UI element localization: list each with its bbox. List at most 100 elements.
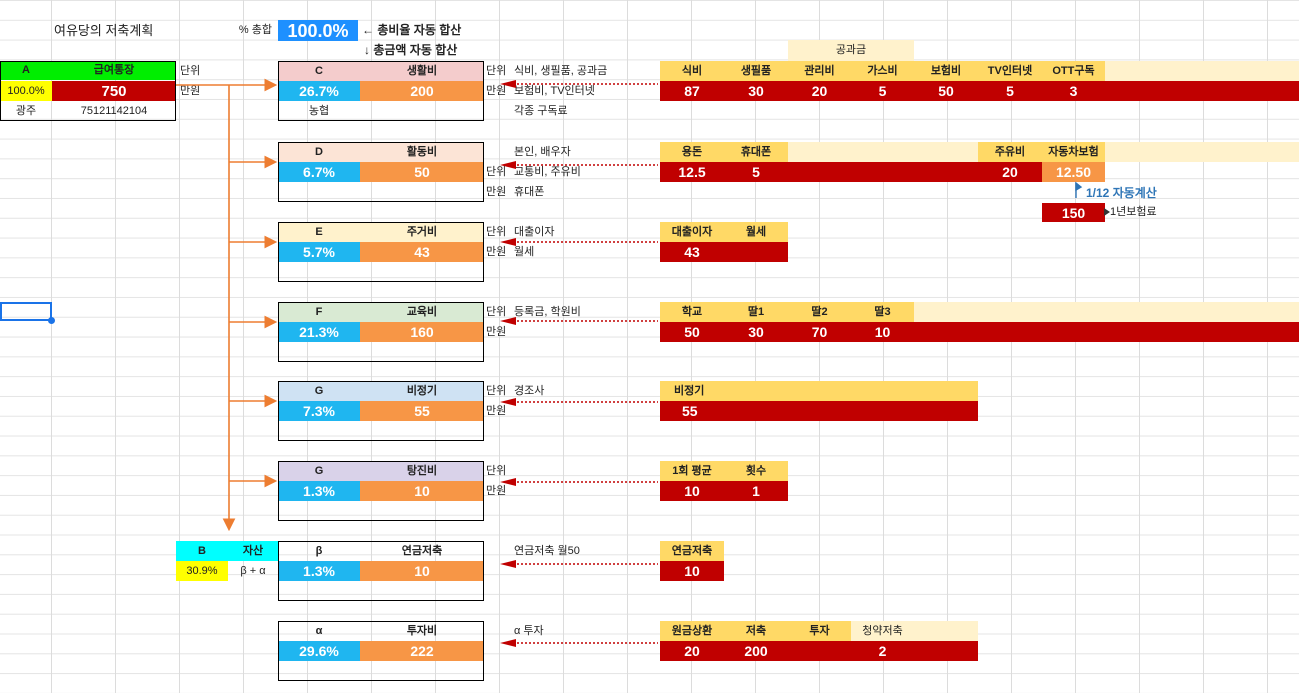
beta-value: 10 <box>660 561 724 581</box>
d-value-allowance: 12.5 <box>660 162 724 182</box>
beta-name: 연금저축 <box>401 544 443 557</box>
c-value-tv: 5 <box>978 81 1042 101</box>
c-unit-value: 만원 <box>486 84 507 97</box>
g2-percent: 1.3% <box>278 481 360 501</box>
f-header-daughter1: 딸1 <box>724 302 788 322</box>
g2-name: 탕진비 <box>360 461 484 481</box>
g2-value-average: 10 <box>660 481 724 501</box>
f-header-daughter2: 딸2 <box>788 302 851 322</box>
f-header-daughter3: 딸3 <box>851 302 914 322</box>
beta-code: β <box>315 544 323 557</box>
d-auto-calc-note: 1/12 자동계산 <box>1086 186 1157 200</box>
g1-unit-value: 만원 <box>486 404 507 417</box>
f-unit-value: 만원 <box>486 325 507 338</box>
d-percent: 6.7% <box>278 162 360 182</box>
f-value-school: 50 <box>660 322 724 342</box>
d-insurance-year: 150 <box>1042 203 1105 222</box>
c-code: C <box>278 61 360 81</box>
d-header-fuel: 주유비 <box>978 142 1042 162</box>
a-percent: 100.0% <box>0 81 52 101</box>
e-amount: 43 <box>360 242 484 262</box>
c-value-gas: 5 <box>851 81 914 101</box>
f-desc-1: 등록금, 학원비 <box>514 305 581 318</box>
c-value-ott: 3 <box>1042 81 1105 101</box>
f-value-daughter3: 10 <box>851 322 914 342</box>
d-value-fill <box>788 162 978 182</box>
alpha-desc: α 투자 <box>514 624 544 637</box>
e-value-rent <box>724 242 788 262</box>
f-header-school: 학교 <box>660 302 724 322</box>
e-header-loan: 대출이자 <box>660 222 724 242</box>
f-value-daughter1: 30 <box>724 322 788 342</box>
e-name: 주거비 <box>360 222 484 242</box>
g2-value-count: 1 <box>724 481 788 501</box>
a-bank: 광주 <box>15 104 37 117</box>
d-code: D <box>278 142 360 162</box>
f-header-fill <box>914 302 1299 322</box>
b-formula: β + α <box>240 564 266 577</box>
e-desc-1: 대출이자 <box>514 225 555 238</box>
g2-header-count: 횟수 <box>724 461 788 481</box>
c-desc-3: 각종 구독료 <box>514 104 568 117</box>
a-amount: 750 <box>52 81 176 101</box>
alpha-value-repay: 20 <box>660 641 724 661</box>
g2-code: G <box>278 461 360 481</box>
a-code: A <box>0 61 52 80</box>
c-amount: 200 <box>360 81 484 101</box>
note-amount: ↓ 총금액 자동 합산 <box>364 43 458 57</box>
e-header-rent: 월세 <box>724 222 788 242</box>
c-value-supplies: 30 <box>724 81 788 101</box>
beta-desc: 연금저축 월50 <box>514 544 580 557</box>
d-value-phone: 5 <box>724 162 788 182</box>
g1-name: 비정기 <box>360 381 484 401</box>
f-value-daughter2: 70 <box>788 322 851 342</box>
d-unit: 단위 <box>486 165 507 178</box>
alpha-header-saving: 저축 <box>724 621 788 641</box>
alpha-header-subscription: 청약저축 <box>851 621 914 641</box>
d-unit-value: 만원 <box>486 185 507 198</box>
d-desc-3: 휴대폰 <box>514 185 545 198</box>
a-account: 75121142104 <box>80 104 148 117</box>
c-bank: 농협 <box>308 104 330 117</box>
selected-cell[interactable] <box>0 302 52 321</box>
c-desc-2: 보험비, TV인터넷 <box>514 84 595 97</box>
alpha-name: 투자비 <box>406 624 438 637</box>
e-percent: 5.7% <box>278 242 360 262</box>
d-amount: 50 <box>360 162 484 182</box>
c-name: 생활비 <box>360 61 484 81</box>
beta-amount: 10 <box>360 561 484 581</box>
c-group-label: 공과금 <box>788 40 914 61</box>
e-unit-value: 만원 <box>486 245 507 258</box>
a-name: 급여통장 <box>52 61 176 80</box>
c-value-fill <box>1105 81 1299 101</box>
c-value-mgmt: 20 <box>788 81 851 101</box>
d-insurance-label: 1년보험료 <box>1110 206 1157 218</box>
alpha-value-invest <box>788 641 851 661</box>
b-percent: 30.9% <box>176 561 228 581</box>
alpha-header-fill <box>914 621 978 641</box>
g1-desc-1: 경조사 <box>514 384 545 397</box>
b-code: B <box>176 541 228 561</box>
d-header-fill <box>788 142 978 162</box>
e-value-loan: 43 <box>660 242 724 262</box>
b-name: 자산 <box>228 541 278 561</box>
alpha-header-repay: 원금상환 <box>660 621 724 641</box>
fill-handle[interactable] <box>48 317 55 324</box>
f-name: 교육비 <box>360 302 484 322</box>
g2-amount: 10 <box>360 481 484 501</box>
f-percent: 21.3% <box>278 322 360 342</box>
d-header-fill-2 <box>1105 142 1299 162</box>
a-unit-value: 만원 <box>180 84 201 97</box>
d-header-phone: 휴대폰 <box>724 142 788 162</box>
g2-unit: 단위 <box>486 464 507 477</box>
c-header-food: 식비 <box>660 61 724 81</box>
alpha-value-subscription: 2 <box>851 641 914 661</box>
g1-percent: 7.3% <box>278 401 360 421</box>
g1-unit: 단위 <box>486 384 507 397</box>
c-header-gas: 가스비 <box>851 61 914 81</box>
a-unit: 단위 <box>180 64 201 77</box>
c-header-insurance: 보험비 <box>914 61 978 81</box>
c-header-supplies: 생필품 <box>724 61 788 81</box>
alpha-percent: 29.6% <box>278 641 360 661</box>
